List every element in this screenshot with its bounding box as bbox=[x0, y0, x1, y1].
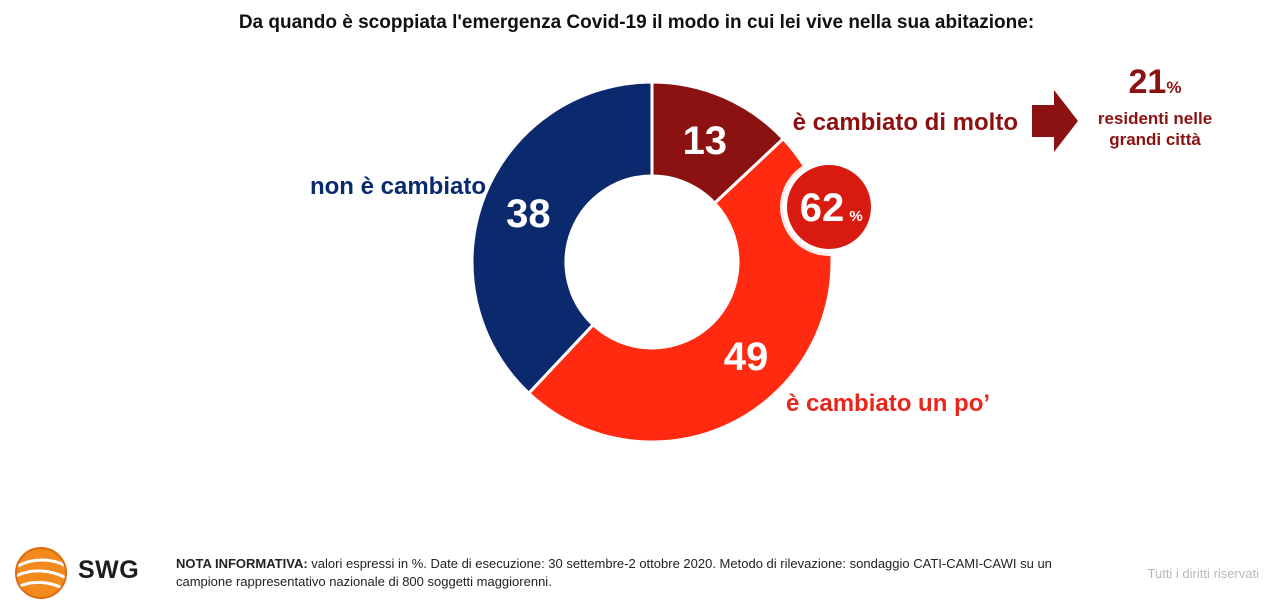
swg-globe-icon bbox=[15, 547, 67, 599]
callout-text-1: residenti nelle bbox=[1097, 109, 1213, 128]
note-label: NOTA INFORMATIVA: bbox=[176, 556, 308, 571]
callout-residenti: 21% residenti nelle grandi città bbox=[1070, 64, 1240, 150]
slice-molto-value: 13 bbox=[683, 119, 728, 163]
slice-label-non-cambiato: non è cambiato bbox=[310, 173, 486, 200]
informative-note: NOTA INFORMATIVA: valori espressi in %. … bbox=[176, 555, 1076, 591]
donut-chart: 13 49 38 è cambiato di molto è cambiato un… bbox=[310, 80, 1078, 444]
slice-un-po-value: 49 bbox=[724, 335, 769, 379]
callout-value: 21 bbox=[1128, 63, 1167, 101]
callout-unit: % bbox=[1166, 78, 1182, 97]
slice-un-po bbox=[526, 136, 834, 444]
slice-non-cambiato-value: 38 bbox=[506, 192, 551, 236]
donut-slices bbox=[470, 80, 834, 444]
slice-label-molto: è cambiato di molto bbox=[793, 109, 1018, 136]
slice-label-un-po: è cambiato un po’ bbox=[786, 390, 990, 417]
note-text: valori espressi in %. Date di esecuzione… bbox=[176, 556, 1052, 589]
brand-name: SWG bbox=[78, 556, 140, 584]
callout-text-2: grandi città bbox=[1109, 130, 1201, 149]
badge-unit: % bbox=[849, 208, 862, 225]
callout-value-line: 21% bbox=[1070, 64, 1240, 106]
rights-reserved: Tutti i diritti riservati bbox=[1147, 566, 1259, 581]
badge-value: 62 bbox=[800, 186, 845, 230]
arrow-right-icon bbox=[1032, 90, 1078, 152]
slice-non-cambiato bbox=[470, 80, 654, 396]
badge-62: 62 % bbox=[780, 158, 878, 256]
chart-title: Da quando è scoppiata l'emergenza Covid-… bbox=[238, 12, 1035, 33]
donut-values: 13 49 38 bbox=[506, 119, 768, 379]
